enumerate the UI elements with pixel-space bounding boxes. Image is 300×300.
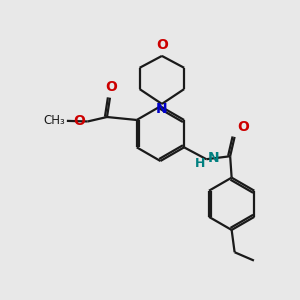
Text: O: O — [238, 120, 250, 134]
Text: O: O — [106, 80, 117, 94]
Text: O: O — [156, 38, 168, 52]
Text: N: N — [208, 151, 220, 165]
Text: N: N — [156, 102, 168, 116]
Text: O: O — [74, 114, 85, 128]
Text: H: H — [195, 158, 205, 170]
Text: CH₃: CH₃ — [44, 114, 65, 128]
